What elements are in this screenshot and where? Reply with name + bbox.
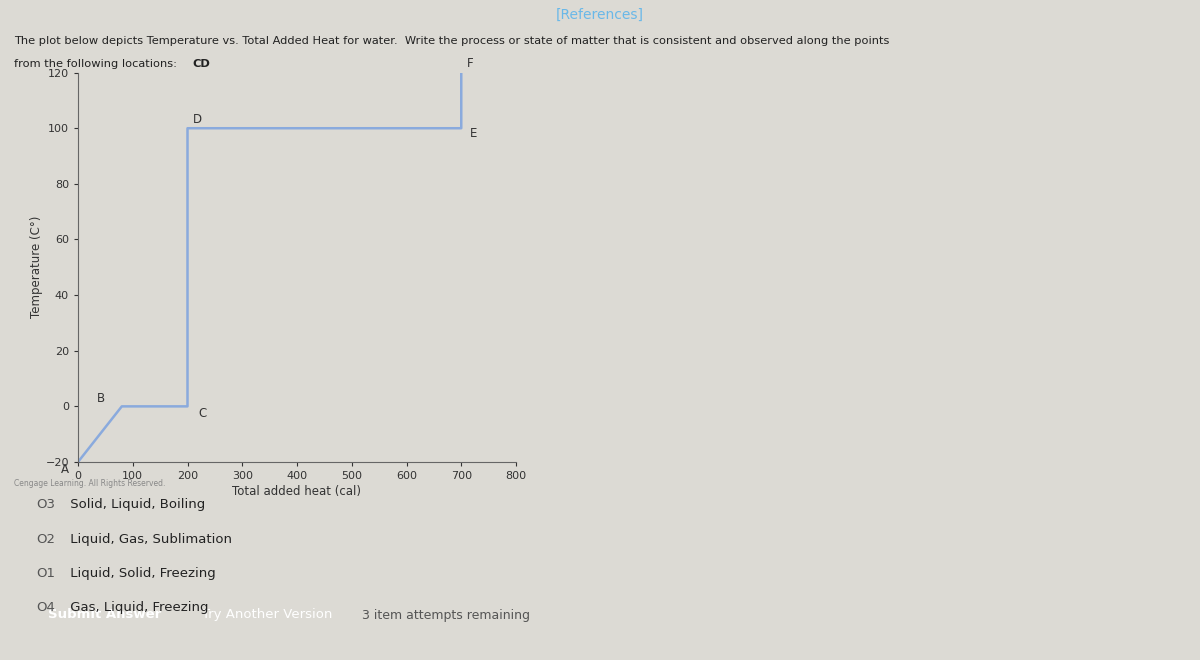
Text: Try Another Version: Try Another Version	[202, 608, 332, 621]
Text: from the following locations:: from the following locations:	[14, 59, 181, 69]
Text: C: C	[199, 407, 206, 420]
Text: O3: O3	[36, 498, 55, 512]
Text: D: D	[193, 113, 202, 125]
Text: O1: O1	[36, 567, 55, 580]
X-axis label: Total added heat (cal): Total added heat (cal)	[233, 485, 361, 498]
Text: Liquid, Solid, Freezing: Liquid, Solid, Freezing	[66, 567, 216, 580]
Text: Liquid, Gas, Sublimation: Liquid, Gas, Sublimation	[66, 533, 232, 546]
Text: E: E	[469, 127, 476, 139]
Text: O4: O4	[36, 601, 55, 614]
Text: The plot below depicts Temperature vs. Total Added Heat for water.  Write the pr: The plot below depicts Temperature vs. T…	[14, 36, 889, 46]
Text: Gas, Liquid, Freezing: Gas, Liquid, Freezing	[66, 601, 209, 614]
Text: F: F	[467, 57, 474, 70]
Text: CD: CD	[192, 59, 210, 69]
Text: [References]: [References]	[556, 8, 644, 22]
Text: Cengage Learning. All Rights Reserved.: Cengage Learning. All Rights Reserved.	[14, 478, 166, 488]
Text: O2: O2	[36, 533, 55, 546]
Y-axis label: Temperature (C°): Temperature (C°)	[30, 216, 43, 319]
Text: A: A	[61, 463, 70, 476]
Text: Submit Answer: Submit Answer	[48, 608, 162, 621]
Text: B: B	[97, 392, 104, 405]
Text: 3 item attempts remaining: 3 item attempts remaining	[362, 609, 530, 622]
Text: Solid, Liquid, Boiling: Solid, Liquid, Boiling	[66, 498, 205, 512]
